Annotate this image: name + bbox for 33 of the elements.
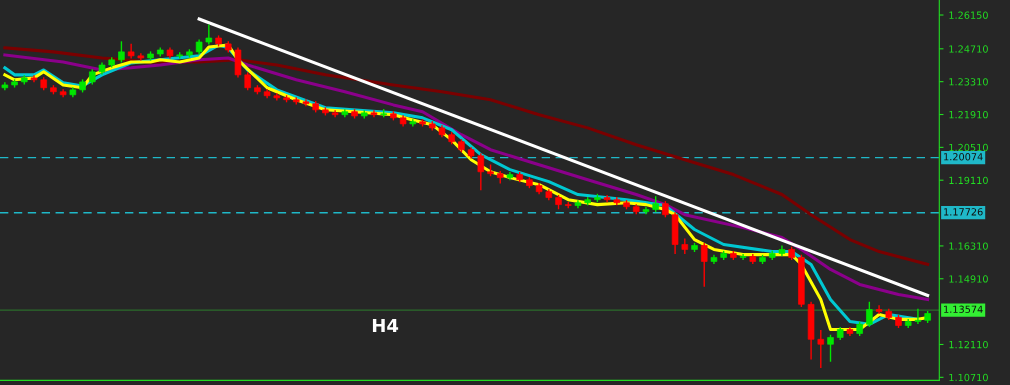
y-tick-label: 1.26150 bbox=[949, 11, 988, 19]
candlestick bbox=[700, 242, 708, 287]
candlestick bbox=[642, 206, 650, 215]
ref-line-label: 1.20074 bbox=[944, 153, 983, 161]
y-tick-label: 1.16310 bbox=[949, 242, 988, 250]
candlestick bbox=[477, 153, 485, 191]
candlestick bbox=[205, 24, 213, 45]
y-tick-label: 1.14910 bbox=[949, 275, 988, 283]
candlestick bbox=[778, 245, 786, 257]
candlestick bbox=[603, 195, 611, 203]
y-tick-label: 1.19110 bbox=[949, 176, 988, 185]
candlestick bbox=[739, 253, 747, 260]
candlestick bbox=[914, 308, 922, 325]
candlestick bbox=[817, 329, 825, 368]
y-tick-label: 1.21910 bbox=[949, 110, 988, 119]
y-tick-label: 1.23310 bbox=[949, 78, 988, 86]
candlestick bbox=[875, 305, 883, 314]
y-tick-label: 1.20510 bbox=[949, 143, 988, 152]
candlestick bbox=[866, 301, 873, 327]
candlestick bbox=[137, 53, 145, 61]
candlestick bbox=[827, 334, 834, 362]
candlestick bbox=[118, 41, 125, 63]
y-tick-label: 1.24710 bbox=[949, 45, 988, 53]
candlestick bbox=[302, 99, 310, 107]
candlestick bbox=[127, 43, 135, 59]
y-tick-label: 1.12110 bbox=[949, 340, 988, 349]
ref-line-label: 1.13574 bbox=[944, 305, 983, 313]
y-tick-label: 1.10710 bbox=[949, 373, 988, 382]
annotation: H4 bbox=[372, 318, 399, 333]
candlestick bbox=[370, 110, 378, 118]
ref-line-label: 1.17726 bbox=[944, 208, 983, 216]
candlestick bbox=[30, 75, 38, 83]
candlestick bbox=[331, 110, 339, 118]
